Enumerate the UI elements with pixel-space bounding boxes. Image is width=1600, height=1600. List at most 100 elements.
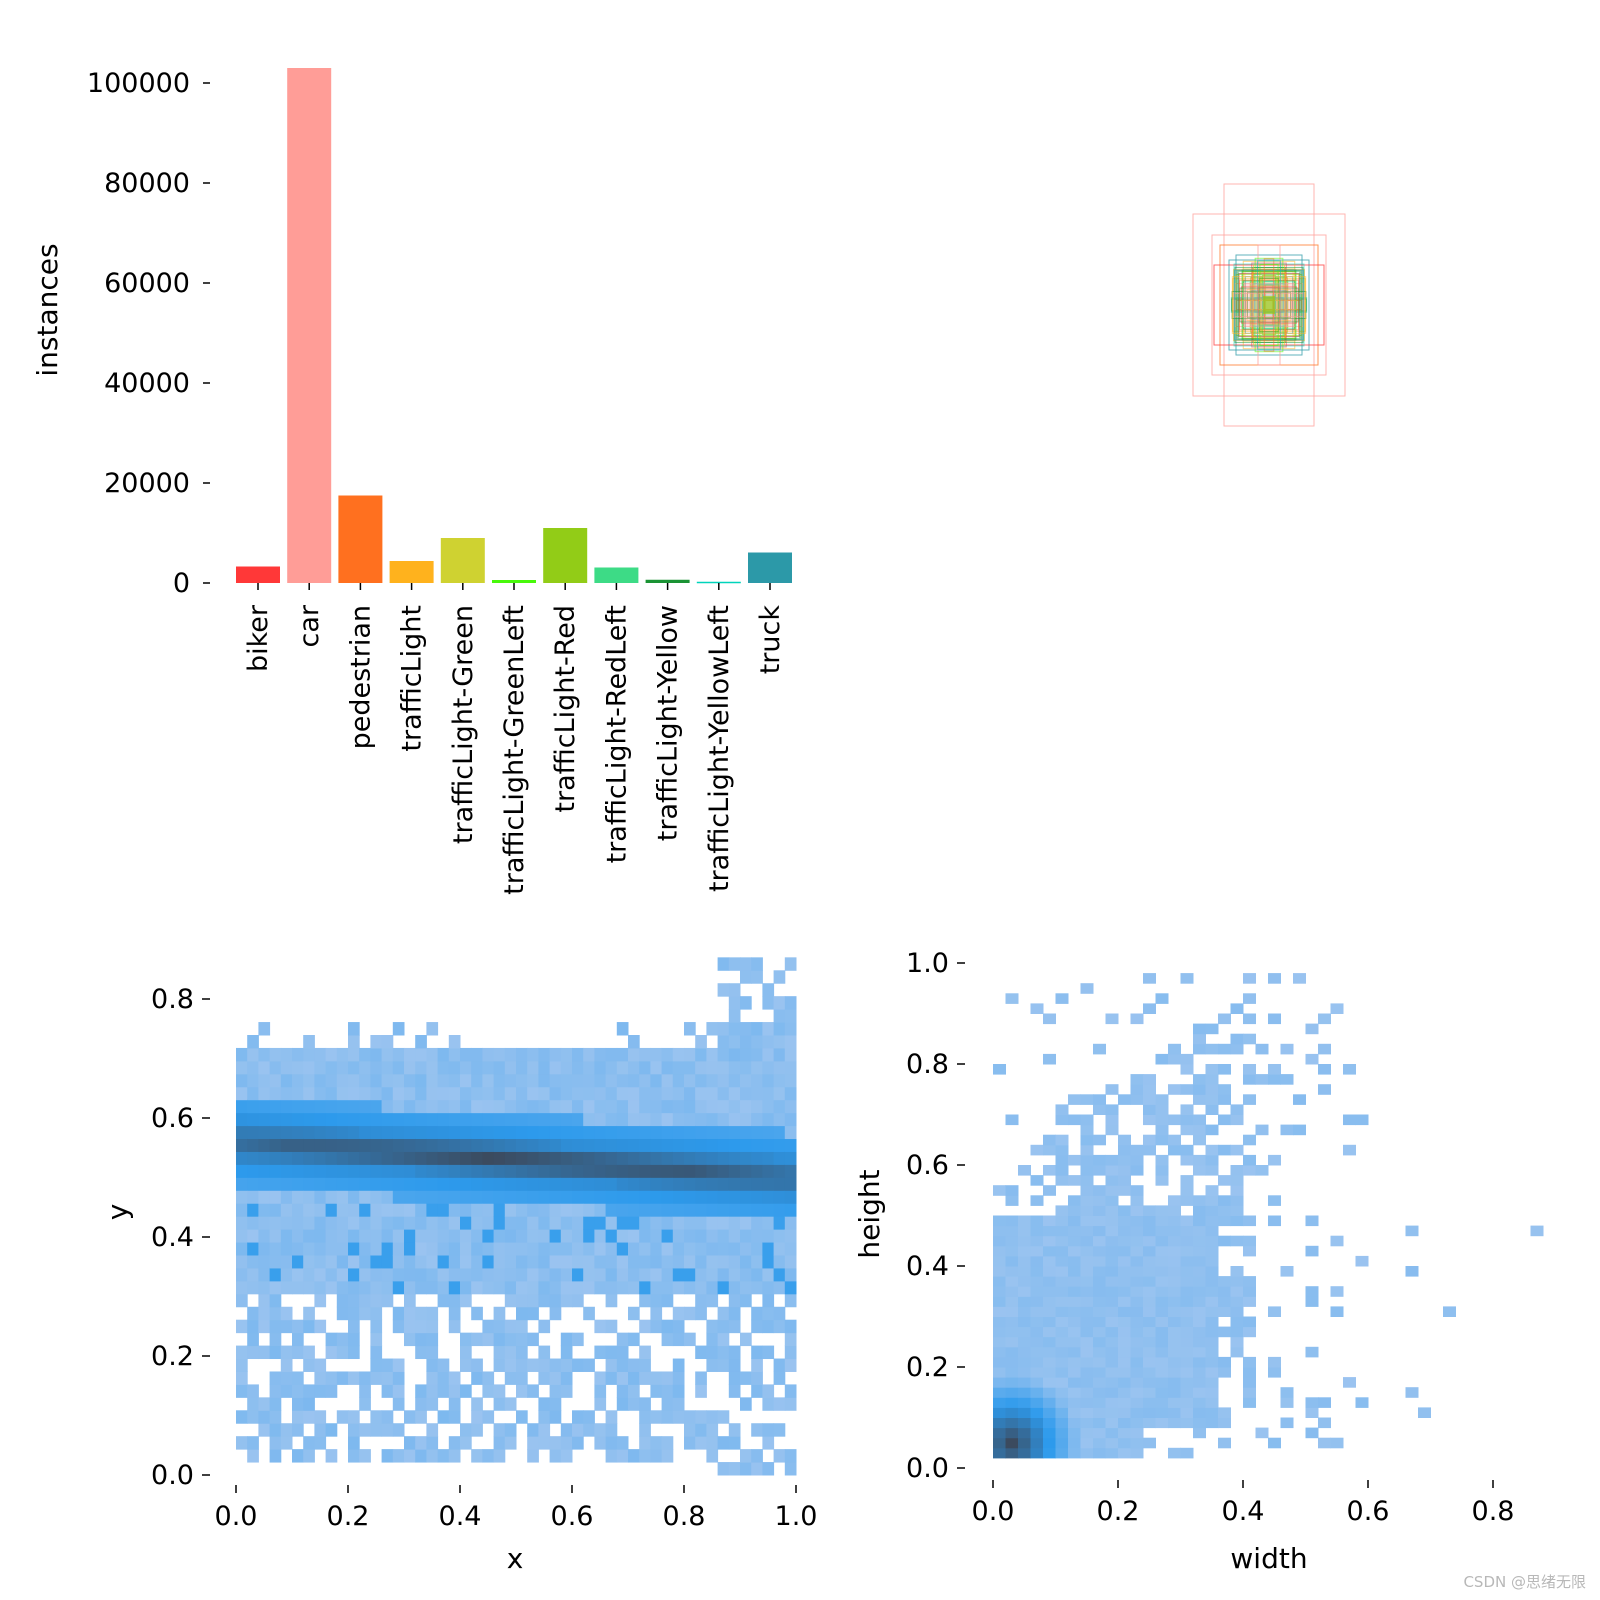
wh-heat-cell	[1205, 1387, 1219, 1398]
wh-heat-cell	[1293, 1124, 1306, 1136]
wh-heat-cell	[1168, 1316, 1181, 1328]
wh-heat-cell	[1205, 1154, 1219, 1166]
wh-heat-cell	[1018, 1387, 1031, 1398]
xy-heat-cell	[684, 1060, 696, 1075]
xy-heat-cell	[269, 1099, 282, 1114]
xy-heat-cell	[236, 1112, 248, 1127]
wh-heat-cell	[1030, 1255, 1044, 1267]
xy-heat-cell	[784, 1332, 797, 1347]
xy-heatmap-panel: 0.0 0.2 0.4 0.6 0.8 1.00.00.20.40.60.8 x y	[101, 957, 817, 1575]
xy-heat-cell	[560, 1177, 573, 1191]
xy-heat-cell	[605, 1073, 618, 1088]
xy-heat-cell	[706, 1254, 719, 1269]
xy-heat-cell	[247, 1242, 259, 1256]
label-box	[1250, 277, 1288, 333]
xy-heat-cell	[773, 1203, 786, 1217]
wh-heat-cell	[1155, 1326, 1169, 1338]
xy-heat-cell	[751, 1099, 763, 1114]
xy-heat-cell	[572, 1216, 584, 1230]
xy-heat-cell	[482, 1332, 495, 1347]
wh-heat-cell	[1005, 1215, 1019, 1227]
xy-heat-cell	[280, 1203, 293, 1217]
xy-heat-cell	[448, 1306, 461, 1321]
xy-heat-cell	[258, 1397, 271, 1411]
xy-heat-cell	[448, 1125, 461, 1140]
wh-heat-cell	[1030, 1245, 1044, 1257]
xy-heat-cell	[381, 1449, 394, 1463]
xy-heat-cell	[628, 1216, 640, 1230]
xy-heat-cell	[392, 1060, 405, 1075]
xy-heat-cell	[762, 1125, 775, 1140]
xy-heat-cell	[672, 1138, 685, 1152]
xy-heat-cell	[336, 1125, 349, 1140]
wh-heat-cell	[1018, 1266, 1031, 1277]
xy-heat-cell	[314, 1086, 327, 1101]
xy-heat-cell	[628, 1073, 640, 1088]
wh-heat-cell	[1243, 973, 1256, 984]
xy-heat-cell	[493, 1254, 506, 1269]
xy-heat-cell	[684, 1099, 696, 1114]
wh-heat-cell	[1218, 1084, 1231, 1095]
xy-heat-cell	[504, 1345, 517, 1360]
wh-heat-cell	[1055, 1437, 1069, 1449]
wh-x-tick-label: 0.0	[972, 1496, 1015, 1527]
xy-heat-cell	[280, 1423, 293, 1437]
xy-heat-cell	[773, 1397, 786, 1411]
xy-heat-cell	[236, 1280, 248, 1295]
wh-heat-cell	[1093, 1154, 1106, 1166]
xy-heat-cell	[269, 1423, 282, 1437]
xy-heat-cell	[639, 1449, 651, 1463]
xy-heat-cell	[258, 1151, 271, 1165]
xy-heat-cell	[527, 1332, 539, 1347]
xy-heat-cell	[616, 1449, 629, 1463]
xy-heat-cell	[392, 1449, 405, 1463]
wh-heat-cell	[1055, 1367, 1069, 1378]
xy-heat-cell	[437, 1293, 450, 1308]
xy-heat-cell	[504, 1242, 517, 1256]
xy-heat-cell	[348, 1203, 360, 1217]
xy-heat-cell	[359, 1177, 371, 1191]
wh-heat-cell	[1180, 1215, 1194, 1227]
xy-heat-cell	[303, 1345, 315, 1360]
xy-heat-cell	[269, 1254, 282, 1269]
xy-heat-cell	[437, 1047, 450, 1062]
wh-heat-cell	[1218, 1296, 1231, 1307]
xy-heat-cell	[404, 1216, 416, 1230]
xy-heat-cell	[538, 1358, 551, 1372]
wh-heat-cell	[1068, 1255, 1081, 1267]
xy-heat-cell	[527, 1254, 539, 1269]
wh-heat-cell	[1005, 1296, 1019, 1307]
wh-heat-cell	[1180, 1336, 1194, 1348]
wh-heat-cell	[1030, 1316, 1044, 1328]
wh-heat-cell	[1130, 1316, 1144, 1328]
xy-heat-cell	[269, 1190, 282, 1204]
wh-heat-cell	[1205, 1185, 1219, 1196]
label-box	[1262, 294, 1276, 316]
wh-heat-cell	[1230, 1114, 1244, 1126]
xy-heat-cell	[504, 1177, 517, 1191]
xy-heat-cell	[303, 1397, 315, 1411]
wh-heat-cell	[1093, 1326, 1106, 1338]
xy-heat-cell	[516, 1332, 528, 1347]
xy-heat-cell	[661, 1242, 674, 1256]
wh-heat-cell	[1243, 1326, 1256, 1338]
xy-heat-cell	[280, 1151, 293, 1165]
xy-heat-cell	[594, 1319, 607, 1334]
xy-heat-cell	[392, 1112, 405, 1127]
xy-heat-cell	[762, 1047, 775, 1062]
wh-heat-cell	[1080, 1094, 1094, 1105]
xy-heat-cell	[448, 1449, 461, 1463]
xy-heat-cell	[247, 1254, 259, 1269]
wh-heat-cell	[1193, 1215, 1206, 1227]
xy-heat-cell	[258, 1345, 271, 1360]
xy-heat-cell	[493, 1319, 506, 1334]
xy-heat-cell	[381, 1125, 394, 1140]
wh-heat-cell	[1043, 1245, 1056, 1257]
xy-heat-cell	[773, 996, 786, 1010]
wh-heat-cell	[1243, 1154, 1256, 1166]
wh-heat-cell	[1105, 1235, 1119, 1247]
xy-heat-cell	[370, 1164, 383, 1178]
xy-heat-cell	[527, 1047, 539, 1062]
xy-heat-cell	[661, 1073, 674, 1088]
wh-heat-cell	[993, 1387, 1006, 1398]
